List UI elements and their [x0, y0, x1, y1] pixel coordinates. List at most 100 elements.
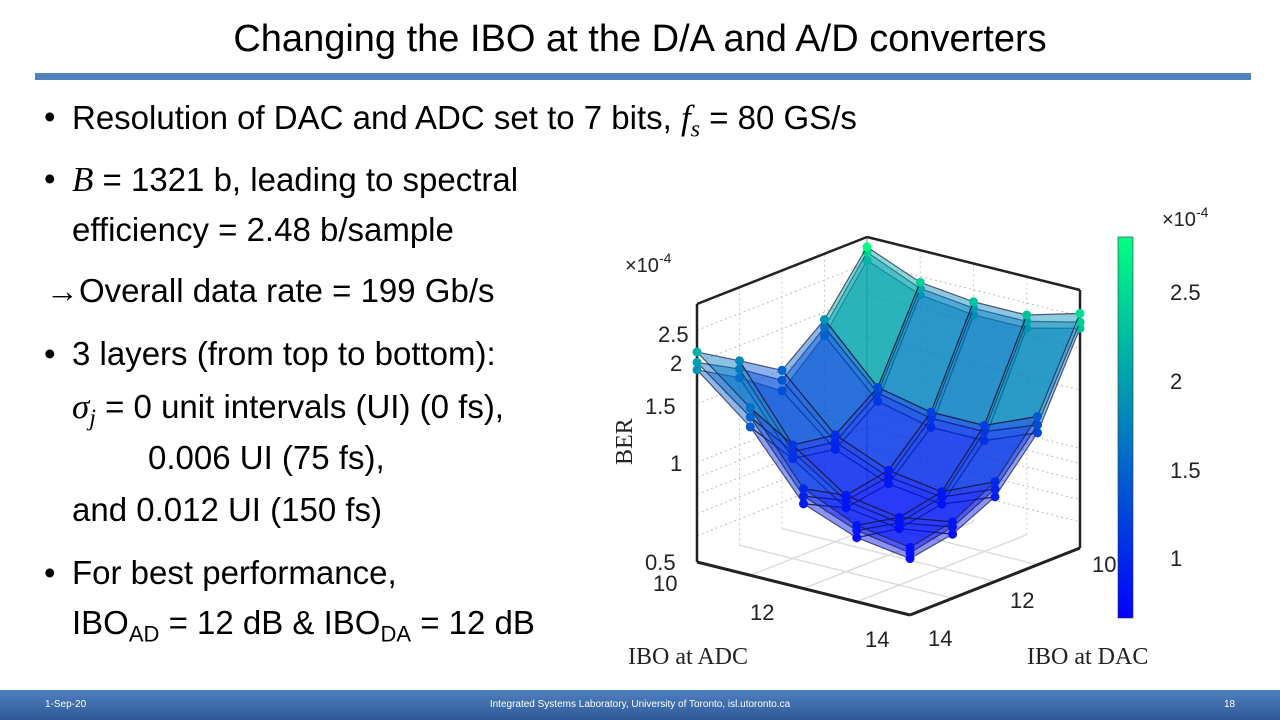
- axes-box: [695, 235, 1082, 617]
- y-tick: 10: [1092, 552, 1116, 577]
- sub-s: s: [690, 116, 701, 143]
- grid-line: [866, 294, 1081, 349]
- grid-line: [866, 426, 1081, 481]
- data-point: [1033, 428, 1042, 438]
- text: = 12 dB & IBO: [159, 604, 381, 641]
- data-point: [692, 365, 702, 375]
- data-point: [969, 297, 978, 307]
- data-point: [990, 477, 1000, 487]
- grid-line: [781, 527, 996, 583]
- surface-layers: [692, 242, 1085, 564]
- grid-line: [866, 446, 1081, 501]
- text: IBO: [72, 604, 129, 641]
- z-tick: 1.5: [645, 394, 676, 419]
- sub: DA: [380, 621, 412, 647]
- y-axis-line: [909, 546, 1081, 617]
- data-point: [735, 356, 744, 366]
- y-tick: 12: [1010, 588, 1034, 613]
- data-point: [820, 322, 829, 332]
- data-point: [884, 479, 893, 489]
- data-point: [745, 412, 755, 422]
- title-rule: [35, 73, 1251, 80]
- grid-line: [696, 426, 868, 495]
- x-tick: 14: [865, 627, 889, 652]
- data-point: [937, 487, 947, 497]
- y-axis-label: IBO at DAC: [1027, 644, 1148, 670]
- data-point: [1075, 308, 1085, 318]
- data-point: [990, 484, 1000, 494]
- data-point: [1022, 310, 1032, 320]
- data-point: [948, 517, 957, 527]
- text: = 0 unit intervals (UI) (0 fs),: [95, 388, 504, 425]
- data-point: [799, 499, 808, 509]
- colorbar-gradient: [1117, 236, 1134, 619]
- grid-line: [866, 468, 1081, 523]
- data-point: [788, 440, 798, 450]
- colorbar-tick: 1: [1170, 546, 1182, 571]
- data-point: [894, 512, 904, 522]
- z-tick: 2: [670, 351, 682, 376]
- data-point: [788, 454, 798, 464]
- surface-layer: [692, 255, 1085, 564]
- surface-layer: [692, 242, 1085, 552]
- x-tick: 10: [653, 571, 677, 596]
- bullet-efficiency: efficiency = 2.48 b/sample: [72, 211, 454, 248]
- bullet-marker: •: [44, 98, 56, 135]
- var-B: B: [72, 160, 94, 199]
- data-point: [1033, 411, 1042, 421]
- data-point: [852, 520, 862, 530]
- data-point: [777, 386, 787, 396]
- bullet-block-size: B = 1321 b, leading to spectral: [72, 160, 518, 200]
- data-point: [948, 529, 957, 539]
- z-tick: 2.5: [658, 322, 689, 347]
- data-point: [884, 472, 893, 482]
- x-axis-line: [696, 560, 911, 617]
- var-f: f: [680, 98, 691, 137]
- ber-surface-chart: ×10-4 BER IBO at ADC IBO at DAC 2.5 2 1.…: [612, 204, 1209, 670]
- data-point: [820, 331, 829, 341]
- data-point: [830, 430, 840, 440]
- data-point: [979, 420, 989, 430]
- grid-line: [866, 394, 1081, 449]
- x-axis-label: IBO at ADC: [628, 644, 748, 670]
- data-point: [1033, 420, 1042, 430]
- data-point: [841, 503, 851, 513]
- grid-line: [696, 409, 868, 478]
- var-sigma: σ: [72, 387, 90, 426]
- colorbar-tick: 2: [1170, 369, 1182, 394]
- data-point: [745, 422, 755, 432]
- z-exponent: ×10-4: [625, 250, 672, 277]
- data-point: [735, 364, 744, 374]
- sub-j: j: [89, 405, 96, 432]
- data-point: [937, 499, 947, 509]
- grid-line: [739, 544, 953, 599]
- layers-line4: and 0.012 UI (150 fs): [72, 491, 383, 528]
- z-axis-label: BER: [612, 418, 638, 465]
- data-point: [862, 255, 872, 265]
- data-point: [841, 490, 851, 500]
- bullet-layers: 3 layers (from top to bottom):: [72, 335, 496, 372]
- data-point: [990, 492, 1000, 502]
- grid-line: [696, 294, 868, 363]
- footer-page: 18: [1224, 699, 1236, 710]
- grid-line: [866, 336, 1081, 391]
- colorbar-tick: 1.5: [1170, 458, 1201, 483]
- data-point: [852, 533, 862, 543]
- data-point: [799, 484, 808, 494]
- text: = 1321 b, leading to spectral: [93, 161, 519, 198]
- data-point: [884, 465, 893, 475]
- footer-date: 1-Sep-20: [45, 699, 87, 710]
- best-ibo: IBOAD = 12 dB & IBODA = 12 dB: [72, 604, 535, 648]
- data-point: [873, 382, 883, 392]
- data-rate-line: →Overall data rate = 199 Gb/s: [46, 272, 495, 309]
- data-point: [820, 315, 829, 325]
- text: = 12 dB: [411, 604, 535, 641]
- data-point: [692, 347, 702, 357]
- data-point: [788, 447, 798, 457]
- data-point: [745, 403, 755, 413]
- colorbar-tick: 2.5: [1170, 280, 1201, 305]
- text: Resolution of DAC and ADC set to 7 bits,: [72, 99, 681, 136]
- data-point: [969, 303, 978, 313]
- data-point: [926, 422, 936, 432]
- data-point: [735, 373, 744, 383]
